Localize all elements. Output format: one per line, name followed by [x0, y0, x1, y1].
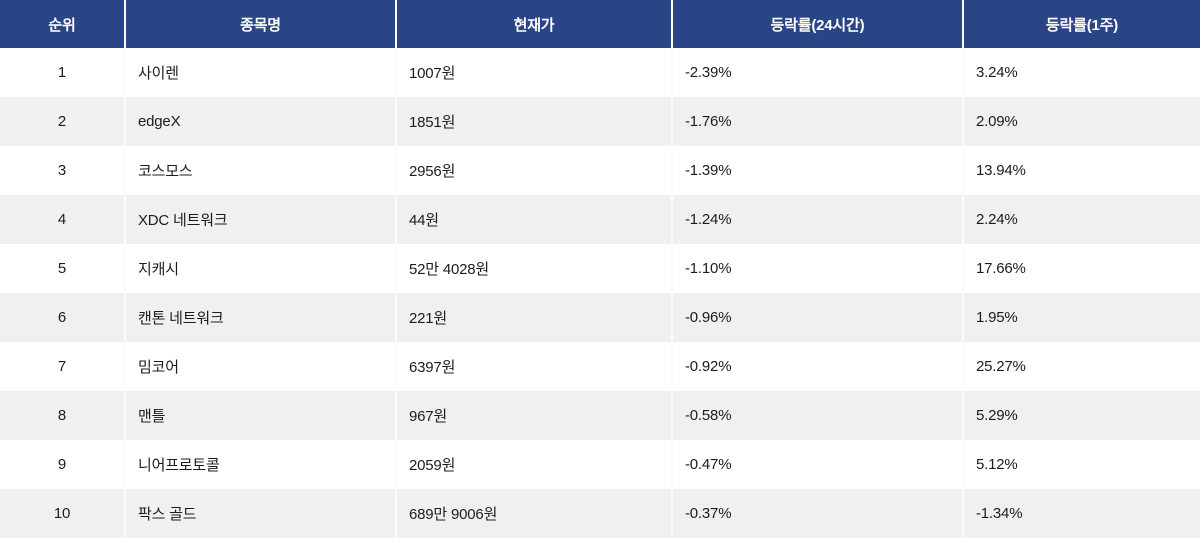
change-24h-cell: -1.10% [671, 244, 963, 293]
table-row: 3 코스모스 2956원 -1.39% 13.94% [0, 146, 1200, 195]
change-24h-cell: -1.39% [671, 146, 963, 195]
table-row: 9 니어프로토콜 2059원 -0.47% 5.12% [0, 440, 1200, 489]
change-24h-cell: -2.39% [671, 48, 963, 97]
column-header-name: 종목명 [124, 0, 396, 48]
change-24h-cell: -0.37% [671, 489, 963, 538]
price-cell: 1007원 [395, 48, 672, 97]
change-24h-cell: -0.58% [671, 391, 963, 440]
rank-cell: 3 [0, 146, 125, 195]
change-1w-cell: -1.34% [962, 489, 1200, 538]
change-24h-cell: -0.92% [671, 342, 963, 391]
table-header: 순위 종목명 현재가 등락률(24시간) 등락률(1주) [0, 0, 1200, 48]
rank-cell: 1 [0, 48, 125, 97]
column-header-change-1w: 등락률(1주) [962, 0, 1200, 48]
name-cell: edgeX [124, 97, 396, 146]
rank-cell: 4 [0, 195, 125, 244]
column-header-change-24h: 등락률(24시간) [671, 0, 963, 48]
rank-cell: 6 [0, 293, 125, 342]
table-body: 1 사이렌 1007원 -2.39% 3.24% 2 edgeX 1851원 -… [0, 48, 1200, 538]
change-1w-cell: 2.09% [962, 97, 1200, 146]
price-cell: 221원 [395, 293, 672, 342]
rank-cell: 5 [0, 244, 125, 293]
name-cell: 캔톤 네트워크 [124, 293, 396, 342]
change-1w-cell: 5.29% [962, 391, 1200, 440]
price-cell: 2956원 [395, 146, 672, 195]
name-cell: 사이렌 [124, 48, 396, 97]
price-cell: 44원 [395, 195, 672, 244]
price-cell: 2059원 [395, 440, 672, 489]
price-cell: 1851원 [395, 97, 672, 146]
name-cell: 지캐시 [124, 244, 396, 293]
change-1w-cell: 2.24% [962, 195, 1200, 244]
rank-cell: 2 [0, 97, 125, 146]
table-row: 6 캔톤 네트워크 221원 -0.96% 1.95% [0, 293, 1200, 342]
table-row: 1 사이렌 1007원 -2.39% 3.24% [0, 48, 1200, 97]
change-24h-cell: -0.96% [671, 293, 963, 342]
table-row: 2 edgeX 1851원 -1.76% 2.09% [0, 97, 1200, 146]
rank-cell: 10 [0, 489, 125, 538]
name-cell: 니어프로토콜 [124, 440, 396, 489]
change-24h-cell: -0.47% [671, 440, 963, 489]
price-cell: 967원 [395, 391, 672, 440]
name-cell: 맨틀 [124, 391, 396, 440]
table-row: 10 팍스 골드 689만 9006원 -0.37% -1.34% [0, 489, 1200, 538]
rank-cell: 9 [0, 440, 125, 489]
name-cell: 코스모스 [124, 146, 396, 195]
change-1w-cell: 3.24% [962, 48, 1200, 97]
name-cell: 팍스 골드 [124, 489, 396, 538]
header-row: 순위 종목명 현재가 등락률(24시간) 등락률(1주) [0, 0, 1200, 48]
price-cell: 6397원 [395, 342, 672, 391]
change-1w-cell: 17.66% [962, 244, 1200, 293]
name-cell: XDC 네트워크 [124, 195, 396, 244]
change-1w-cell: 1.95% [962, 293, 1200, 342]
change-1w-cell: 13.94% [962, 146, 1200, 195]
table-row: 7 밈코어 6397원 -0.92% 25.27% [0, 342, 1200, 391]
table-row: 4 XDC 네트워크 44원 -1.24% 2.24% [0, 195, 1200, 244]
column-header-price: 현재가 [395, 0, 672, 48]
rank-cell: 7 [0, 342, 125, 391]
price-cell: 52만 4028원 [395, 244, 672, 293]
price-cell: 689만 9006원 [395, 489, 672, 538]
change-24h-cell: -1.24% [671, 195, 963, 244]
table-row: 8 맨틀 967원 -0.58% 5.29% [0, 391, 1200, 440]
column-header-rank: 순위 [0, 0, 125, 48]
change-1w-cell: 5.12% [962, 440, 1200, 489]
table-row: 5 지캐시 52만 4028원 -1.10% 17.66% [0, 244, 1200, 293]
change-1w-cell: 25.27% [962, 342, 1200, 391]
rank-cell: 8 [0, 391, 125, 440]
name-cell: 밈코어 [124, 342, 396, 391]
change-24h-cell: -1.76% [671, 97, 963, 146]
